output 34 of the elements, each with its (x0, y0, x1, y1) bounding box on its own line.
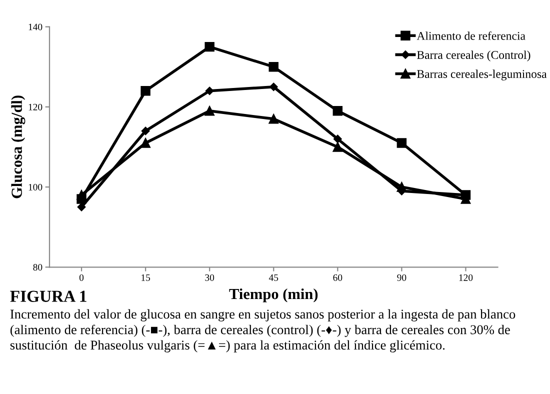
x-tick-label: 120 (459, 274, 473, 281)
point (269, 82, 278, 92)
point (76, 190, 86, 200)
point (141, 126, 150, 136)
legend-label: Barra cereales (Control) (417, 50, 530, 62)
x-tick-label: 30 (205, 274, 214, 281)
y-tick-label: 120 (28, 104, 42, 110)
point (77, 202, 86, 212)
x-axis-title: Tiempo (min) (229, 288, 318, 302)
legend-label: Barras cereales-leguminosa (417, 70, 547, 80)
legend-label: Alimento de referencia (416, 31, 526, 40)
point (334, 134, 342, 144)
point (396, 182, 407, 192)
text: Incremento del valor de glucosa en sangre en sujetos sanos posterior a la ingesta de pan blanco (alimento de referencia) (-■-), barra de cereales (control) (-♦-) y barra de cereales con 30% de sustitución de Phaseolus vulgaris (=▲=) para la estimación del índice glicémico. (10, 309, 516, 352)
x-tick-label: 15 (142, 274, 150, 281)
x-tick-label: 0 (79, 274, 84, 281)
y-tick-label: 140 (28, 24, 42, 30)
point (205, 86, 214, 96)
point (332, 106, 343, 116)
point (332, 142, 343, 152)
point (140, 86, 150, 96)
x-tick-label: 45 (268, 274, 278, 281)
x-tick-label: 60 (333, 274, 342, 281)
point (396, 138, 407, 148)
y-axis-title: Glucosa (mg/dl) (11, 96, 26, 198)
x-tick-label: 90 (397, 274, 406, 281)
y-tick-label: 80 (33, 264, 42, 271)
point (204, 42, 214, 52)
text: FIGURA 1 (10, 290, 86, 302)
point (268, 114, 278, 124)
y-tick-label: 100 (28, 184, 42, 190)
point (268, 62, 278, 72)
point (204, 106, 214, 116)
point (140, 138, 150, 148)
